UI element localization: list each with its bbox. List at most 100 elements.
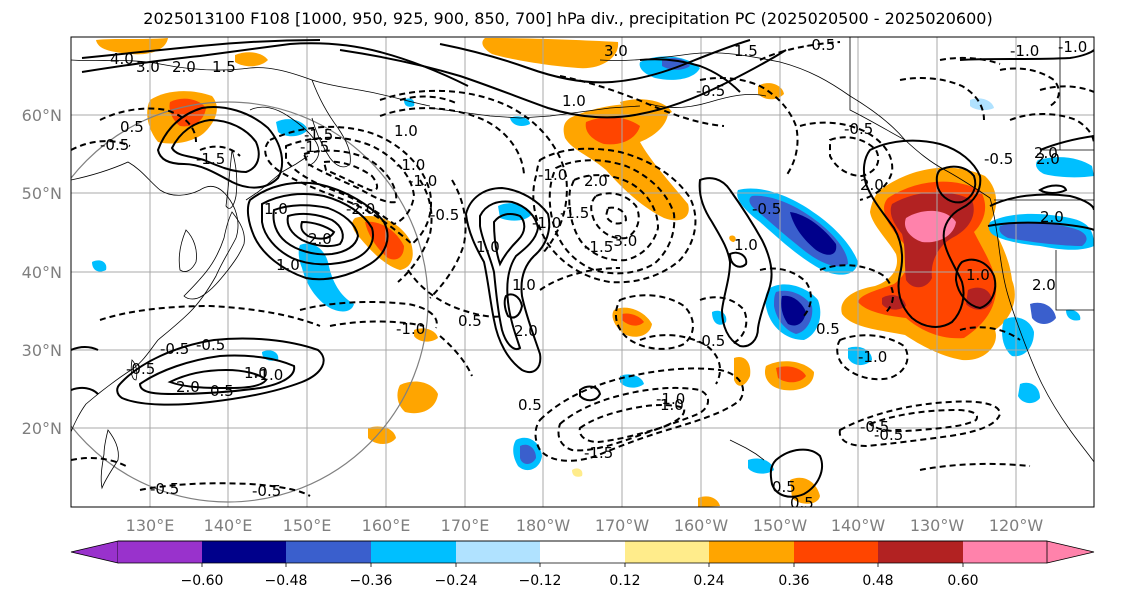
contour-label: -0.5 [160, 340, 189, 358]
contour-pos-kamchatka [156, 106, 284, 189]
contour-neg-southeast-1 [838, 400, 1002, 448]
contour-pos-central-4 [503, 293, 524, 319]
contour-neg-center-1 [532, 147, 697, 284]
contour-label: -0.5 [984, 150, 1013, 168]
coast-bc [989, 197, 1094, 463]
contour-pos-ne-2 [862, 139, 982, 328]
contour-label: 1.0 [660, 396, 684, 414]
contour-label: 1.5 [212, 58, 236, 76]
colorbar-segment [118, 541, 202, 563]
contour-pos-left-1 [71, 346, 99, 351]
contour-label: 1.0 [476, 238, 500, 256]
border-provinces [1040, 37, 1094, 311]
contour-label: 1.5 [734, 42, 758, 60]
lat-labels: 60°N 50°N 40°N 30°N 20°N [22, 106, 62, 438]
contour-neg-top-3 [699, 77, 799, 177]
shade-orange-patch-9 [698, 496, 720, 507]
contour-label: -1.0 [858, 348, 887, 366]
contour-label: 0.5 [816, 320, 840, 338]
colorbar-segment [456, 541, 540, 563]
shade-red-gulf-arc [585, 117, 640, 145]
coast-taiwan [130, 359, 138, 381]
contour-label: 0.5 [458, 312, 482, 330]
shade-navy-mid [781, 295, 806, 326]
colorbar-segment [540, 541, 625, 563]
contour-pos-top-3 [339, 49, 787, 119]
lon-label: 160°W [674, 516, 729, 535]
lon-label: 140°E [204, 516, 253, 535]
contour-label: -0.5 [874, 426, 903, 444]
contour-neg-south-2 [557, 386, 709, 452]
contour-label: -1.5 [196, 150, 225, 168]
contour-label: 3.0 [604, 42, 628, 60]
contour-label: -0.5 [844, 120, 873, 138]
contour-neg-southeast-2 [868, 408, 978, 433]
contour-label: -0.5 [100, 136, 129, 154]
shade-blue-topright [970, 98, 994, 111]
colorbar-tick-label: −0.36 [350, 573, 393, 589]
shade-royal-center-2 [520, 444, 536, 464]
contour-neg-mid-2 [699, 296, 748, 345]
colorbar-segment [794, 541, 878, 563]
shade-blue-small-w [92, 260, 107, 272]
contour-label: 1.0 [734, 236, 758, 254]
contour-pos-jet-5 [300, 220, 336, 240]
contour-pos-sw-2 [138, 354, 296, 396]
contour-label: -2.0 [346, 200, 375, 218]
contour-label: 4.0 [110, 50, 134, 68]
contour-neg-south-4 [639, 334, 721, 385]
contour-neg-jet-2 [285, 136, 416, 226]
shade-navy-goa [790, 212, 837, 255]
colorbar-tick-label: −0.12 [519, 573, 562, 589]
contour-label: 0.5 [518, 396, 542, 414]
colorbar-segment [963, 541, 1047, 563]
contour-neg-jet-1 [264, 125, 432, 246]
contour-neg-kam-1 [99, 107, 197, 143]
positive-contours [71, 39, 1094, 498]
contour-label: -1.0 [538, 166, 567, 184]
lat-label: 20°N [22, 419, 62, 438]
contour-label: 0.5 [772, 478, 796, 496]
shade-orange-top2 [235, 52, 268, 67]
lon-label: 180°W [516, 516, 571, 535]
contour-pos-east-4 [1038, 184, 1068, 194]
contour-label: -1.0 [408, 172, 437, 190]
contour-neg-top-5 [799, 121, 894, 201]
colorbar-tick-label: 0.24 [693, 573, 724, 589]
contour-label: -1.5 [584, 238, 613, 256]
contour-label: -3.0 [608, 232, 637, 250]
contour-label: 1.0 [512, 276, 536, 294]
contour-label: 0.5 [120, 118, 144, 136]
map-panel: 4.0 3.0 2.0 1.5 0.5 -1.5 -1.5 1.0 -1.0 -… [71, 37, 1094, 507]
colorbar-segment [371, 541, 456, 563]
contour-neg-mid-1 [614, 294, 694, 350]
contour-label: 1.0 [264, 200, 288, 218]
colorbar: −0.60 −0.48 −0.36 −0.24 −0.12 0.12 0.24 … [70, 540, 1095, 589]
shade-orange-patch-8 [790, 477, 820, 504]
lon-label: 130°W [910, 516, 965, 535]
contour-neg-top-4 [759, 41, 841, 61]
contour-label: 2.0 [1036, 150, 1060, 168]
colorbar-tick-label: −0.48 [265, 573, 308, 589]
lon-label: 120°W [989, 516, 1044, 535]
contour-neg-top-1 [559, 75, 725, 127]
contour-neg-top-7 [899, 77, 985, 121]
contour-pos-top-4 [439, 39, 751, 84]
colorbar-segment [878, 541, 963, 563]
colorbar-segment [709, 541, 794, 563]
contour-pos-south-2 [579, 385, 602, 402]
shade-blue-mid-2 [848, 346, 872, 366]
coast-kamchatka [311, 79, 351, 168]
contour-label: -0.5 [126, 360, 155, 378]
contour-label: 2.0 [860, 176, 884, 194]
contour-label: 2.0 [514, 322, 538, 340]
contour-neg-ring-1 [379, 89, 568, 255]
contour-pos-jet-1 [246, 181, 389, 281]
colorbar-segment [286, 541, 371, 563]
contour-neg-center-5 [604, 206, 628, 225]
contour-pos-jet-2 [261, 193, 374, 266]
contour-neg-sw-2 [299, 301, 438, 329]
contour-neg-jet-3 [302, 149, 398, 204]
colorbar-segment [625, 541, 709, 563]
contour-pos-top-5 [639, 58, 741, 93]
